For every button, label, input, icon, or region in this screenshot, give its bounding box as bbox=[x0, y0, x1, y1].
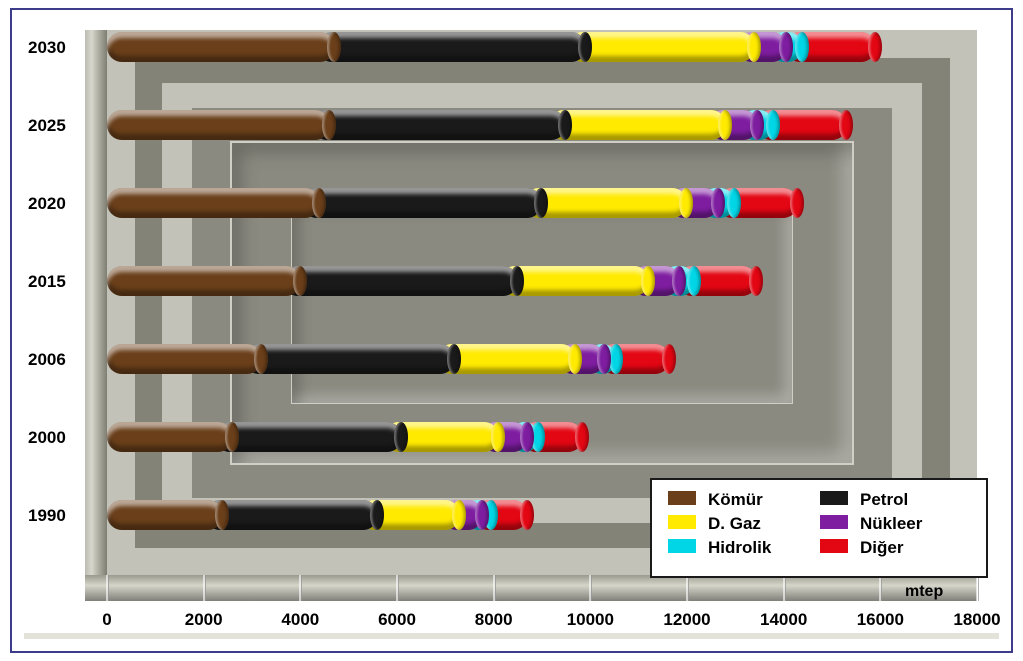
bar-cap bbox=[312, 188, 326, 218]
y-tick-label: 2030 bbox=[28, 38, 66, 58]
bar-cap bbox=[672, 266, 686, 296]
bar-cap bbox=[491, 422, 505, 452]
bar-seg-petrol bbox=[312, 110, 567, 140]
legend-label: Kömür bbox=[702, 488, 814, 512]
legend-label: Nükleer bbox=[854, 512, 966, 536]
x-axis-title: mtep bbox=[905, 583, 943, 601]
bar-seg-k-m-r bbox=[107, 422, 233, 452]
y-tick-label: 2025 bbox=[28, 116, 66, 136]
bar-row-2025 bbox=[107, 110, 977, 140]
legend-swatch-d-gaz bbox=[668, 515, 696, 529]
bar-cap bbox=[578, 32, 592, 62]
chart-frame: 0 2000 4000 6000 8000 10000 12000 14000 16000 180… bbox=[10, 8, 1013, 653]
bar-row-2000 bbox=[107, 422, 977, 452]
x-gridline bbox=[299, 575, 302, 601]
bar-seg-petrol bbox=[302, 188, 542, 218]
bar-cap bbox=[520, 422, 534, 452]
bar-seg-d-gaz bbox=[524, 188, 687, 218]
bar-cap bbox=[779, 32, 793, 62]
bar-cap bbox=[727, 188, 741, 218]
bar-cap bbox=[575, 422, 589, 452]
bar-cap bbox=[322, 110, 336, 140]
x-tick-label: 12000 bbox=[663, 610, 710, 630]
bar-seg-petrol bbox=[244, 344, 455, 374]
legend-swatch-hidrolik bbox=[668, 539, 696, 553]
bar-cap bbox=[641, 266, 655, 296]
bar-seg-k-m-r bbox=[107, 188, 320, 218]
y-tick-label: 2020 bbox=[28, 194, 66, 214]
x-gridline bbox=[203, 575, 206, 601]
x-gridline bbox=[686, 575, 689, 601]
bar-seg-k-m-r bbox=[107, 266, 301, 296]
bar-row-2015 bbox=[107, 266, 977, 296]
bar-cap bbox=[662, 344, 676, 374]
x-tick-label: 14000 bbox=[760, 610, 807, 630]
x-gridline bbox=[976, 575, 979, 601]
bar-cap bbox=[747, 32, 761, 62]
x-gridline bbox=[879, 575, 882, 601]
bar-row-2030 bbox=[107, 32, 977, 62]
bar-seg-petrol bbox=[283, 266, 519, 296]
bar-cap bbox=[254, 344, 268, 374]
x-gridline bbox=[106, 575, 109, 601]
bar-cap bbox=[750, 110, 764, 140]
bar-cap bbox=[520, 500, 534, 530]
bar-cap bbox=[327, 32, 341, 62]
x-tick-label: 4000 bbox=[281, 610, 319, 630]
x-axis-floor bbox=[85, 575, 977, 601]
bar-seg-petrol bbox=[317, 32, 586, 62]
legend-swatch-petrol bbox=[820, 491, 848, 505]
y-tick-label: 1990 bbox=[28, 506, 66, 526]
frame-shade bbox=[24, 633, 999, 639]
x-gridline bbox=[783, 575, 786, 601]
bar-seg-petrol bbox=[215, 422, 402, 452]
x-gridline bbox=[589, 575, 592, 601]
bar-seg-k-m-r bbox=[107, 344, 262, 374]
x-tick-label: 2000 bbox=[185, 610, 223, 630]
legend-label: D. Gaz bbox=[702, 512, 814, 536]
y-axis-wall bbox=[85, 30, 107, 575]
bar-cap bbox=[711, 188, 725, 218]
x-tick-label: 8000 bbox=[475, 610, 513, 630]
x-tick-label: 6000 bbox=[378, 610, 416, 630]
y-tick-label: 2006 bbox=[28, 350, 66, 370]
bar-cap bbox=[370, 500, 384, 530]
bar-seg-k-m-r bbox=[107, 32, 335, 62]
bar-cap bbox=[718, 110, 732, 140]
x-tick-label: 16000 bbox=[857, 610, 904, 630]
y-tick-label: 2015 bbox=[28, 272, 66, 292]
legend-swatch-di-er bbox=[820, 539, 848, 553]
bar-seg-k-m-r bbox=[107, 500, 223, 530]
bar-cap bbox=[687, 266, 701, 296]
x-tick-label: 0 bbox=[102, 610, 111, 630]
legend-label: Diğer bbox=[854, 536, 966, 560]
legend: Kömür Petrol D. Gaz Nükleer Hidrolik Diğer bbox=[650, 478, 988, 578]
bar-cap bbox=[225, 422, 239, 452]
bar-cap bbox=[868, 32, 882, 62]
legend-swatch-n-kleer bbox=[820, 515, 848, 529]
x-tick-label: 18000 bbox=[953, 610, 1000, 630]
legend-swatch-k-m-r bbox=[668, 491, 696, 505]
bar-cap bbox=[293, 266, 307, 296]
bar-seg-petrol bbox=[205, 500, 378, 530]
x-gridline bbox=[493, 575, 496, 601]
bar-cap bbox=[839, 110, 853, 140]
legend-label: Hidrolik bbox=[702, 536, 814, 560]
bar-cap bbox=[749, 266, 763, 296]
x-gridline bbox=[396, 575, 399, 601]
bar-row-2006 bbox=[107, 344, 977, 374]
bar-seg-d-gaz bbox=[568, 32, 755, 62]
bar-row-2020 bbox=[107, 188, 977, 218]
bar-seg-d-gaz bbox=[549, 110, 727, 140]
bar-seg-k-m-r bbox=[107, 110, 330, 140]
x-tick-label: 10000 bbox=[567, 610, 614, 630]
legend-label: Petrol bbox=[854, 488, 966, 512]
y-tick-label: 2000 bbox=[28, 428, 66, 448]
bar-cap bbox=[790, 188, 804, 218]
